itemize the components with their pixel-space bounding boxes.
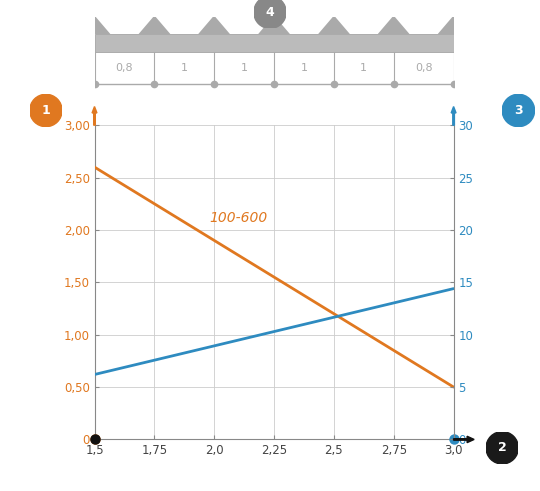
Polygon shape [258, 16, 290, 34]
Text: 1: 1 [360, 63, 367, 73]
Text: 4: 4 [266, 6, 274, 19]
Text: 100-600: 100-600 [210, 211, 268, 224]
Polygon shape [198, 16, 230, 34]
Polygon shape [377, 16, 410, 34]
Polygon shape [78, 16, 111, 34]
Circle shape [486, 432, 518, 464]
Text: 1: 1 [181, 63, 188, 73]
Text: 0,8: 0,8 [415, 63, 433, 73]
Polygon shape [318, 16, 350, 34]
Text: 1: 1 [241, 63, 248, 73]
Text: 1: 1 [42, 104, 50, 117]
Text: 1: 1 [300, 63, 307, 73]
Bar [94, 34, 454, 52]
Circle shape [30, 94, 62, 127]
Text: 0,8: 0,8 [116, 63, 133, 73]
Text: 3: 3 [514, 104, 523, 117]
Polygon shape [138, 16, 171, 34]
Circle shape [254, 0, 286, 28]
Circle shape [502, 94, 535, 127]
Polygon shape [437, 16, 470, 34]
Text: 2: 2 [498, 441, 507, 454]
